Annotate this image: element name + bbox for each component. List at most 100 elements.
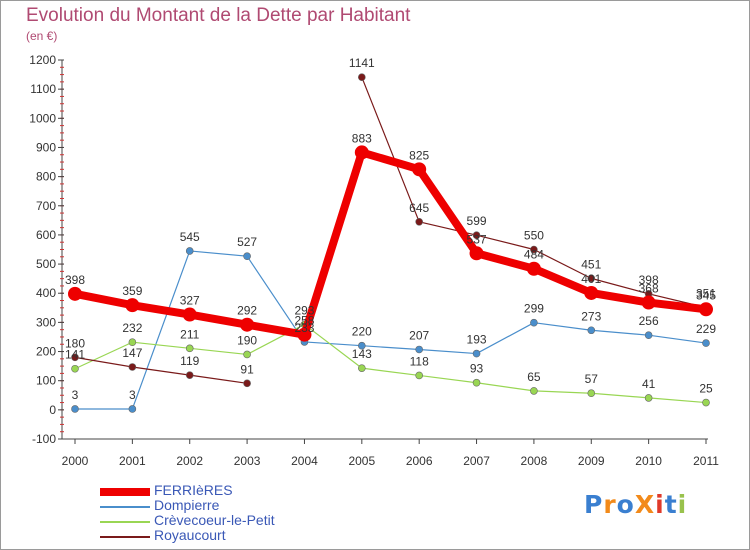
y-tick-label: 100	[36, 374, 56, 388]
data-point-royaucourt	[243, 379, 251, 388]
data-point-cr-vecoeur-le-petit	[358, 364, 366, 372]
y-tick-label: -100	[32, 432, 56, 446]
data-label-royaucourt: 398	[639, 273, 659, 287]
data-label-ferri-res: 401	[581, 272, 601, 286]
y-tick-label: 1100	[30, 82, 56, 96]
y-tick-label: 500	[36, 257, 56, 271]
proxiti-logo: ProXiti	[584, 490, 687, 519]
data-label-royaucourt: 451	[581, 257, 601, 271]
x-tick-label: 2009	[578, 454, 605, 468]
legend-label-ferrieres: FERRIèRES	[154, 482, 233, 498]
data-point-ferri-res	[641, 295, 656, 310]
data-label-dompierre: 3	[129, 388, 136, 402]
data-label-ferri-res: 327	[180, 294, 200, 308]
series-line-royaucourt	[74, 356, 248, 384]
data-label-ferri-res: 368	[639, 282, 659, 296]
data-label-dompierre: 256	[639, 314, 659, 328]
data-label-dompierre: 273	[581, 309, 601, 323]
chart-title: Evolution du Montant de la Dette par Hab…	[26, 5, 411, 26]
data-point-cr-vecoeur-le-petit	[587, 389, 596, 398]
data-label-royaucourt: 599	[467, 214, 487, 228]
data-label-ferri-res: 825	[409, 148, 429, 162]
data-label-royaucourt: 147	[122, 346, 142, 360]
x-tick-label: 2010	[635, 454, 662, 468]
data-label-cr-vecoeur-le-petit: 25	[699, 382, 713, 396]
x-tick-label: 2008	[521, 454, 548, 468]
data-point-ferri-res	[699, 302, 713, 317]
logo-letter: t	[664, 490, 678, 519]
data-point-cr-vecoeur-le-petit	[128, 338, 137, 347]
legend-label-crevecoeur: Crèvecoeur-le-Petit	[154, 512, 275, 528]
data-point-ferri-res	[354, 145, 369, 160]
data-label-dompierre: 233	[294, 321, 314, 335]
thin-series	[71, 73, 710, 413]
series-line-cr-vecoeur-le-petit	[74, 323, 707, 404]
x-tick-label: 2007	[463, 454, 490, 468]
y-tick-label: 1200	[29, 53, 56, 67]
data-point-royaucourt	[358, 73, 366, 82]
data-label-dompierre: 220	[352, 325, 372, 339]
data-point-royaucourt	[128, 363, 137, 371]
data-label-cr-vecoeur-le-petit: 211	[180, 327, 199, 341]
x-tick-label: 2006	[406, 454, 433, 468]
data-label-royaucourt: 351	[696, 287, 716, 301]
data-point-dompierre	[702, 339, 710, 347]
data-point-cr-vecoeur-le-petit	[71, 364, 79, 373]
data-point-ferri-res	[412, 162, 427, 177]
y-tick-label: 700	[36, 199, 56, 213]
legend-label-royaucourt: Royaucourt	[154, 527, 226, 543]
data-label-royaucourt: 645	[409, 201, 429, 215]
data-label-dompierre: 193	[467, 333, 487, 347]
data-point-ferri-res	[297, 327, 312, 342]
data-point-royaucourt	[415, 218, 423, 226]
x-tick-label: 2004	[291, 454, 318, 468]
data-label-ferri-res: 292	[237, 304, 257, 318]
x-tick-label: 2001	[119, 454, 146, 468]
data-label-cr-vecoeur-le-petit: 190	[237, 333, 257, 347]
y-tick-label: 300	[36, 315, 56, 329]
legend-label-dompierre: Dompierre	[154, 497, 220, 513]
x-tick-label: 2011	[693, 454, 719, 468]
series-line-ferri-res	[71, 148, 710, 339]
data-label-ferri-res: 537	[467, 232, 487, 246]
data-point-ferri-res	[469, 246, 484, 261]
data-label-ferri-res: 883	[352, 131, 372, 145]
y-tick-label: 200	[36, 345, 56, 359]
data-point-ferri-res	[240, 317, 255, 332]
data-point-ferri-res	[526, 261, 541, 276]
data-label-ferri-res: 345	[696, 288, 716, 302]
data-point-cr-vecoeur-le-petit	[243, 350, 251, 359]
data-point-cr-vecoeur-le-petit	[185, 344, 194, 353]
logo-letter: r	[603, 490, 617, 519]
data-label-dompierre: 299	[524, 302, 544, 316]
data-label-royaucourt: 119	[180, 354, 199, 368]
series-line-dompierre	[74, 250, 707, 410]
data-point-dompierre	[530, 318, 538, 327]
data-label-cr-vecoeur-le-petit: 141	[65, 348, 85, 362]
data-point-ferri-res	[125, 298, 140, 313]
y-tick-label: 0	[49, 403, 56, 417]
data-point-cr-vecoeur-le-petit	[644, 394, 653, 402]
data-label-dompierre: 207	[409, 328, 429, 342]
logo-letter: P	[584, 490, 604, 519]
data-point-royaucourt	[185, 371, 194, 379]
data-point-dompierre	[644, 331, 653, 340]
data-label-royaucourt: 550	[524, 229, 544, 243]
data-label-cr-vecoeur-le-petit: 143	[352, 347, 372, 361]
data-label-royaucourt: 1141	[349, 56, 375, 70]
data-label-dompierre: 545	[180, 230, 200, 244]
x-tick-label: 2002	[176, 454, 203, 468]
y-tick-label: 600	[36, 228, 56, 242]
data-point-dompierre	[71, 405, 79, 413]
data-label-ferri-res: 484	[524, 248, 544, 262]
data-point-dompierre	[415, 345, 423, 354]
data-label-cr-vecoeur-le-petit: 118	[410, 354, 429, 368]
axes: -100 0 100 200 300 400 500 600 700 800 900 1000 1100…	[29, 53, 719, 468]
data-label-royaucourt: 180	[65, 336, 85, 350]
data-label-royaucourt: 91	[240, 362, 254, 376]
logo-letter: i	[655, 490, 665, 519]
data-label-cr-vecoeur-le-petit: 65	[527, 370, 541, 384]
data-point-ferri-res	[68, 286, 82, 301]
data-label-ferri-res: 258	[294, 314, 314, 328]
